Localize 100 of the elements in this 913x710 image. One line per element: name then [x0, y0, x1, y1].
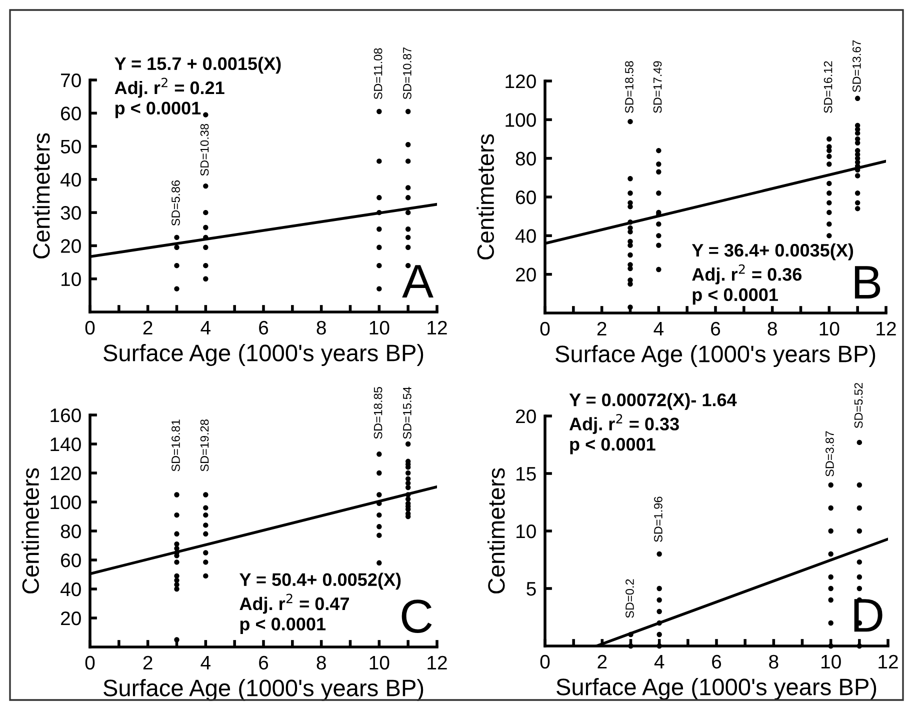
point: [828, 528, 834, 534]
point: [405, 158, 411, 164]
annotation: SD=13.67: [852, 40, 861, 92]
point: [854, 173, 860, 178]
point: [203, 263, 208, 268]
point: [826, 148, 832, 154]
point: [174, 586, 180, 592]
point: [405, 244, 411, 250]
point: [826, 210, 832, 216]
y-tick-label: 60: [61, 553, 81, 568]
point: [203, 531, 208, 536]
x-tick-label: 8: [316, 656, 326, 670]
point: [174, 531, 180, 536]
point: [203, 560, 208, 565]
y-tick-label: 20: [516, 268, 536, 282]
x-tick-label: 6: [711, 322, 720, 336]
y-tick-label: 10: [62, 272, 81, 286]
point: [656, 586, 662, 592]
point: [203, 112, 208, 118]
point: [856, 528, 862, 534]
x-tick-label: 12: [428, 656, 447, 670]
text: Y = 15.7 + 0.0015(X): [114, 56, 281, 74]
point: [856, 559, 862, 565]
x-tick-label: 4: [200, 656, 211, 670]
point: [174, 492, 180, 498]
annotation: Adj. r$^{2}$ = 0.21: [114, 78, 224, 98]
annotation: B: [854, 266, 880, 299]
point: [203, 505, 208, 510]
y-tick-label: 100: [506, 113, 536, 127]
point: [628, 119, 633, 124]
point: [828, 551, 834, 557]
annotation: SD=1.96: [654, 496, 662, 542]
y-tick-label: 100: [50, 495, 81, 510]
point: [376, 108, 382, 114]
y-tick-label: 70: [61, 73, 81, 88]
x-tick-label: 10: [822, 654, 841, 669]
point: [856, 586, 862, 592]
point: [376, 226, 382, 232]
point: [203, 224, 208, 230]
annotation: SD=11.08: [374, 48, 382, 100]
point: [828, 482, 834, 488]
point: [376, 195, 382, 200]
x-tick-label: 4: [200, 321, 211, 334]
point: [203, 183, 208, 189]
point: [203, 244, 208, 250]
point: [628, 204, 633, 210]
annotation: SD=10.87: [403, 47, 412, 100]
point: [405, 470, 411, 476]
point: [856, 574, 862, 580]
point: [826, 154, 832, 159]
point: [174, 637, 180, 642]
point: [656, 221, 662, 227]
point: [656, 620, 662, 626]
x-tick-label: 0: [85, 320, 95, 335]
point: [656, 162, 662, 167]
annotation: Adj. r$^{2}$ = 0.33: [569, 414, 679, 434]
point: [376, 286, 382, 292]
point: [376, 263, 382, 268]
point: [405, 185, 411, 190]
x-tick-label: 12: [428, 320, 447, 334]
y-tick-label: 80: [60, 524, 81, 538]
point: [203, 210, 208, 216]
x-tick-label: 6: [259, 656, 268, 670]
x-tick-label: 6: [712, 654, 722, 669]
point: [854, 190, 860, 196]
point: [376, 560, 382, 566]
annotation: p < 0.0001: [240, 618, 326, 634]
annotation: SD=5.52: [854, 382, 863, 428]
point: [405, 108, 411, 114]
annotation: SD=3.87: [826, 431, 834, 476]
point: [405, 484, 411, 490]
point: [656, 169, 662, 174]
annotation: SD=19.28: [200, 420, 209, 472]
annotation: C: [402, 600, 432, 634]
point: [174, 234, 180, 240]
point: [174, 582, 180, 588]
y-tick-label: 40: [60, 172, 81, 187]
annotation: D: [854, 599, 882, 632]
annotation: SD=16.81: [172, 420, 180, 472]
point: [203, 550, 208, 556]
point: [856, 482, 862, 488]
y-tick-label: 15: [516, 467, 536, 481]
point: [405, 195, 411, 200]
x-tick-label: 8: [316, 320, 326, 335]
point: [376, 524, 382, 530]
annotation: p < 0.0001: [570, 438, 656, 454]
point: [656, 608, 662, 614]
annotation: Y = 50.4+ 0.0052(X): [240, 572, 401, 590]
point: [405, 441, 411, 447]
point: [656, 266, 662, 272]
y-tick-label: 40: [515, 229, 536, 243]
x-tick-label: 4: [654, 322, 664, 336]
point: [826, 200, 832, 206]
point: [628, 190, 633, 196]
annotation: SD=15.54: [403, 386, 412, 439]
point: [628, 229, 633, 234]
y-tick-label: 60: [516, 190, 536, 204]
point: [628, 632, 634, 638]
point: [203, 522, 208, 528]
annotation: SD=18.58: [625, 61, 634, 113]
